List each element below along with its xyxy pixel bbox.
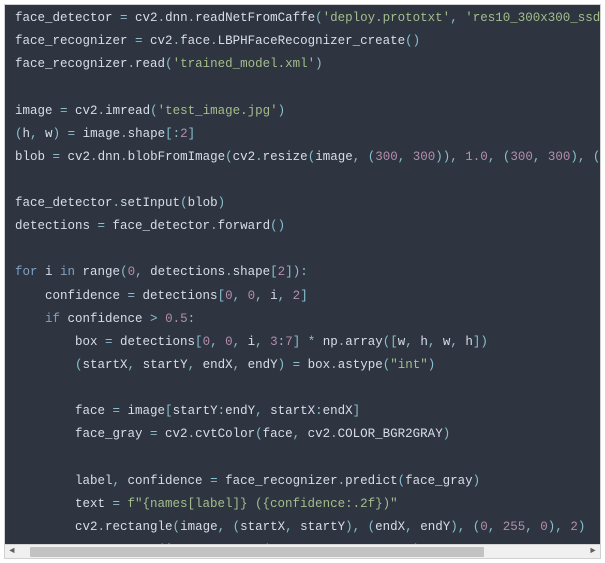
scrollbar-thumb[interactable] [30, 547, 484, 557]
code-content: face_detector = cv2.dnn.readNetFromCaffe… [15, 7, 590, 544]
scroll-right-arrow-icon[interactable]: ► [586, 545, 600, 559]
scroll-left-arrow-icon[interactable]: ◄ [5, 545, 19, 559]
code-viewport[interactable]: face_detector = cv2.dnn.readNetFromCaffe… [5, 5, 600, 544]
horizontal-scrollbar[interactable]: ◄ ► [5, 544, 600, 558]
scrollbar-track[interactable] [19, 545, 586, 559]
code-editor-panel: face_detector = cv2.dnn.readNetFromCaffe… [4, 4, 601, 559]
